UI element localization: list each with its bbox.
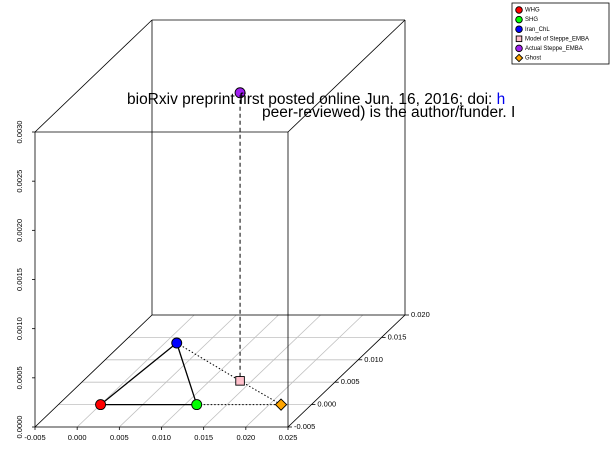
legend-label: WHG bbox=[525, 8, 540, 14]
legend-marker bbox=[515, 6, 523, 14]
x-tick-label: 0.020 bbox=[236, 433, 255, 442]
grid-line bbox=[245, 314, 364, 428]
box-edge bbox=[287, 314, 406, 428]
y-tick-label: 0.000 bbox=[317, 400, 336, 409]
grid-line bbox=[76, 314, 195, 428]
connectors bbox=[100, 92, 282, 406]
point bbox=[274, 398, 288, 411]
y-tick-label: 0.020 bbox=[411, 310, 430, 319]
connector bbox=[176, 342, 198, 405]
legend-box bbox=[511, 2, 610, 65]
legend-label: Model of Steppe_EMBA bbox=[525, 36, 589, 42]
legend-label: Actual Steppe_EMBA bbox=[525, 46, 583, 52]
x-tick-label: 0.000 bbox=[68, 433, 87, 442]
points bbox=[95, 87, 288, 411]
legend-label: Iran_ChL bbox=[525, 27, 550, 33]
point bbox=[171, 337, 183, 349]
point bbox=[95, 399, 107, 411]
point bbox=[234, 87, 246, 99]
point bbox=[235, 376, 245, 386]
watermark-text: bioRxiv preprint first posted online Jun… bbox=[127, 91, 492, 108]
box-edge bbox=[34, 314, 153, 428]
y-tick-label: 0.005 bbox=[341, 377, 360, 386]
legend: WHG SHG Iran_ChL Model of Steppe_EMBA Actual… bbox=[511, 2, 610, 65]
z-tick-label: 0.0020 bbox=[15, 219, 24, 242]
x-tick-label: 0.005 bbox=[110, 433, 129, 442]
x-tick-label: -0.005 bbox=[24, 433, 45, 442]
box-edge bbox=[34, 19, 153, 133]
legend-marker bbox=[515, 44, 523, 53]
x-tick-label: 0.015 bbox=[194, 433, 213, 442]
watermark: peer-reviewed) is the author/funder. I bbox=[262, 104, 515, 121]
legend-marker bbox=[515, 35, 523, 43]
watermark-link: h bbox=[497, 91, 506, 108]
z-tick-label: 0.0025 bbox=[15, 170, 24, 193]
grid-line bbox=[161, 314, 279, 428]
watermark: bioRxiv preprint first posted online Jun… bbox=[127, 91, 505, 108]
point bbox=[191, 399, 203, 411]
grid-line bbox=[203, 314, 321, 428]
y-tick-label: 0.010 bbox=[364, 355, 383, 364]
z-tick-label: 0.0005 bbox=[15, 366, 24, 389]
box-edge bbox=[287, 19, 406, 133]
z-tick-label: 0.0015 bbox=[15, 268, 24, 291]
z-tick-label: 0.0030 bbox=[15, 121, 24, 144]
x-tick-label: 0.025 bbox=[279, 433, 298, 442]
z-tick-label: 0.0010 bbox=[15, 317, 24, 340]
legend-label: SHG bbox=[525, 17, 538, 23]
connector bbox=[100, 342, 178, 406]
legend-label: Ghost bbox=[525, 56, 541, 62]
y-tick-label: 0.015 bbox=[388, 332, 407, 341]
grid-line bbox=[119, 314, 237, 428]
legend-marker bbox=[514, 53, 524, 63]
ticks: -0.005 0.000 0.005 0.010 0.015 0.020 0.025 0.00… bbox=[15, 121, 430, 442]
box bbox=[34, 19, 406, 428]
z-tick-label: 0.0000 bbox=[15, 416, 24, 439]
legend-marker bbox=[515, 15, 523, 24]
x-tick-label: 0.010 bbox=[152, 433, 171, 442]
connector bbox=[239, 380, 282, 406]
connector bbox=[176, 342, 241, 382]
y-tick-label: -0.005 bbox=[294, 422, 315, 431]
floor-grid bbox=[34, 314, 406, 428]
legend-marker bbox=[515, 25, 523, 33]
